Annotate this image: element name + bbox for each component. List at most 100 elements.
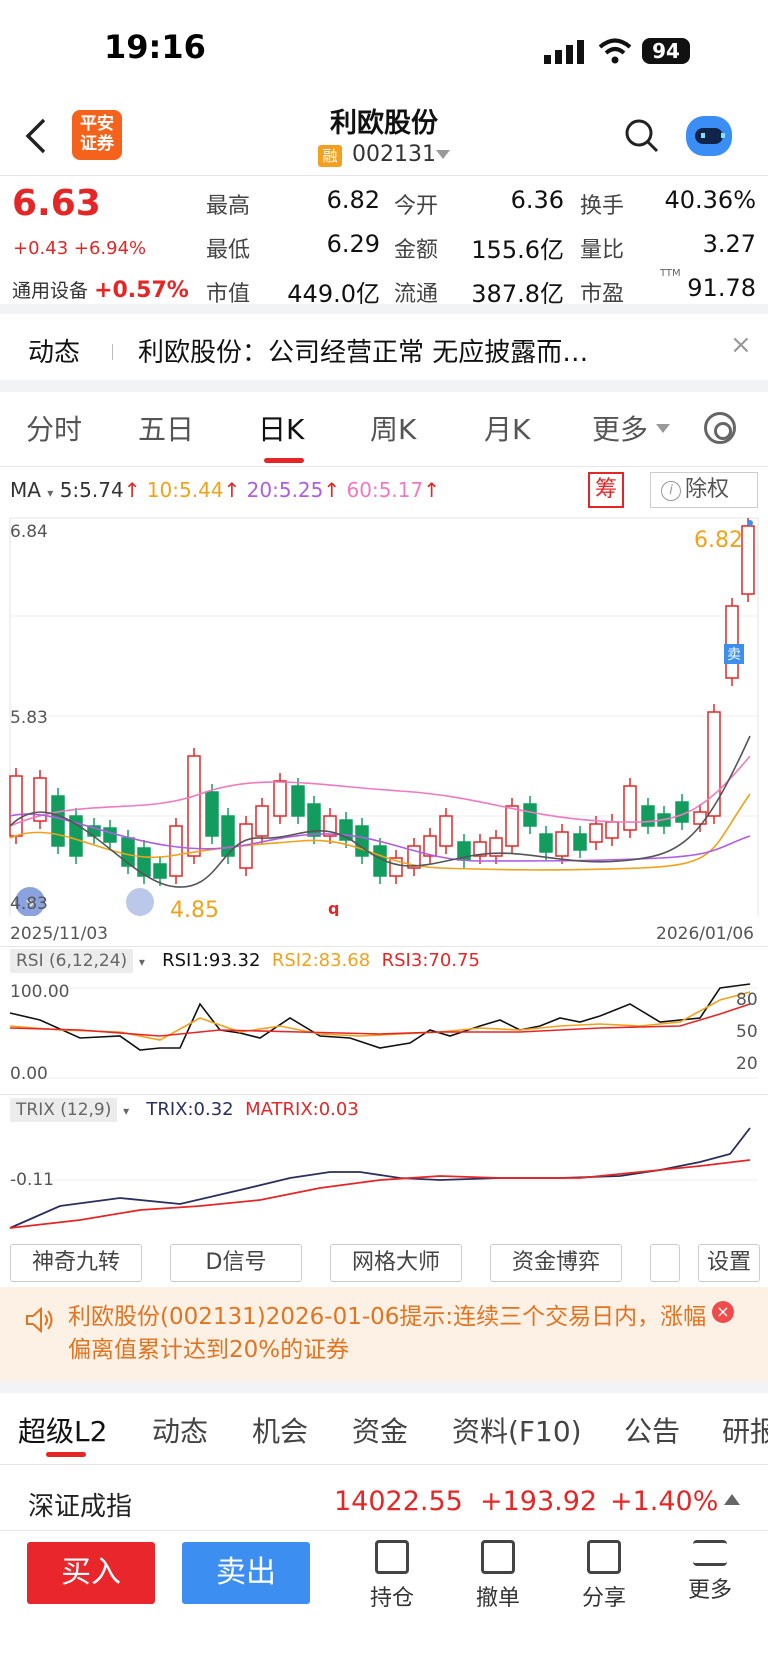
tool-button[interactable]: 资金博弈 [490,1244,622,1282]
candle-body [273,780,287,817]
stock-code[interactable]: 002131 [352,142,436,167]
tab-reports[interactable]: 研报 [722,1415,768,1448]
gear-icon[interactable] [704,412,736,444]
tool-button[interactable] [650,1244,680,1282]
tab-funds[interactable]: 资金 [352,1415,409,1448]
candle-body [523,803,537,827]
quote-label: 量比 [580,238,625,263]
rsi-y-top: 100.00 [10,982,70,1002]
candle-body [505,805,519,847]
rsi-label[interactable]: RSI (6,12,24) [10,949,134,973]
tab-super-l2[interactable]: 超级L2 [18,1415,108,1448]
kline-y-max: 6.84 [10,522,48,542]
ai-assistant-icon[interactable] [686,116,732,156]
tab-daily-k[interactable]: 日K [258,413,305,446]
matrix-value: MATRIX:0.03 [245,1099,359,1120]
candle-body [153,863,167,879]
candle-body [707,711,721,817]
tab-announcements[interactable]: 公告 [624,1415,681,1448]
chip-distribution-button[interactable]: 筹 [588,472,624,508]
buy-button[interactable]: 买入 [27,1542,155,1604]
candle-body [539,833,553,853]
index-value: 14022.55 [334,1486,463,1517]
ma5-line [9,735,751,888]
kline-chart[interactable]: 卖 » q [0,516,768,916]
speaker-icon [26,1306,53,1334]
tab-intraday[interactable]: 分时 [26,413,83,446]
tool-button[interactable]: 神奇九转 [10,1244,142,1282]
candle-body [121,837,135,867]
tab-weekly-k[interactable]: 周K [370,413,417,446]
sector-info[interactable]: 通用设备 +0.57% [12,276,189,303]
cancel-order-button[interactable]: 撤单 [458,1540,538,1612]
index-ticker[interactable]: 深证成指 14022.55 +193.92 +1.40% [0,1472,768,1530]
menu-icon [693,1540,727,1566]
candle-body [255,805,269,837]
quote-label: 市盈 [580,282,625,307]
rsi1-line [9,983,751,1051]
trix-label[interactable]: TRIX (12,9) [10,1098,118,1122]
ex-rights-button[interactable]: 除权 [650,472,758,508]
candle-body [51,795,65,847]
positions-button[interactable]: 持仓 [352,1540,432,1612]
undo-icon [481,1540,515,1574]
news-ticker[interactable]: 动态 利欧股份：公司经营正常 无应披露而… × [0,314,768,380]
battery-indicator: 94 [642,38,690,64]
more-label: 更多 [687,1578,732,1603]
chevron-down-icon[interactable] [656,424,670,434]
candle-body [489,837,503,857]
candle-body [169,825,183,877]
tab-more[interactable]: 更多 [592,413,649,446]
tab-f10[interactable]: 资料(F10) [452,1415,582,1448]
candle-body [741,525,755,595]
tab-opportunity[interactable]: 机会 [252,1415,309,1448]
settings-button[interactable]: 设置 [698,1244,760,1282]
margin-badge: 融 [318,145,342,167]
risk-alert-banner[interactable]: 利欧股份(002131)2026-01-06提示:连续三个交易日内，涨幅偏离值累… [0,1287,768,1381]
kline-y-min: 4.83 [10,894,48,914]
share-icon [587,1540,621,1574]
tab-news[interactable]: 动态 [152,1415,209,1448]
close-icon[interactable]: × [730,330,752,360]
candle-body [137,847,151,877]
broker-logo: 平安证券 [72,110,122,160]
low-price-marker: 4.85 [170,898,219,923]
quote-value: 40.36% [664,186,756,214]
tool-button[interactable]: 网格大师 [330,1244,462,1282]
index-change: +193.92 [480,1486,598,1517]
rsi2-value: RSI2:83.68 [271,950,371,971]
trix-y-label: -0.11 [10,1170,54,1190]
tab-monthly-k[interactable]: 月K [484,413,531,446]
tab-five-day[interactable]: 五日 [138,413,195,446]
quote-value: 6.82 [326,186,380,214]
svg-text:»: » [25,893,35,912]
candle-body [33,777,47,822]
quote-label: 最高 [206,194,251,219]
kline-y-mid: 5.83 [10,708,48,728]
document-icon [375,1540,409,1574]
tool-button[interactable]: D信号 [170,1244,302,1282]
ttm-label: TTM [660,268,681,279]
sell-badge-text: 卖 [727,647,741,663]
rsi-level: 50 [736,1022,758,1042]
sector-label: 通用设备 [12,280,89,302]
candle-body [473,841,487,857]
more-button[interactable]: 更多 [670,1540,750,1604]
rsi1-value: RSI1:93.32 [162,950,261,971]
chevron-up-icon[interactable] [724,1494,740,1506]
trix-value: TRIX:0.32 [146,1099,234,1120]
search-icon[interactable] [624,118,660,154]
close-icon[interactable]: × [712,1301,734,1323]
share-button[interactable]: 分享 [564,1540,644,1612]
active-tab-indicator [46,1452,86,1457]
quote-label: 最低 [206,238,251,263]
rsi-chart [9,983,758,1079]
date-end: 2026/01/06 [656,924,754,944]
chevron-down-icon[interactable] [436,150,450,160]
back-icon[interactable] [24,116,48,156]
stock-title: 利欧股份 [330,108,438,139]
candle-body [389,857,403,877]
candle-body [103,827,117,843]
sell-button[interactable]: 卖出 [182,1542,310,1604]
news-text[interactable]: 利欧股份：公司经营正常 无应披露而… [138,338,589,368]
